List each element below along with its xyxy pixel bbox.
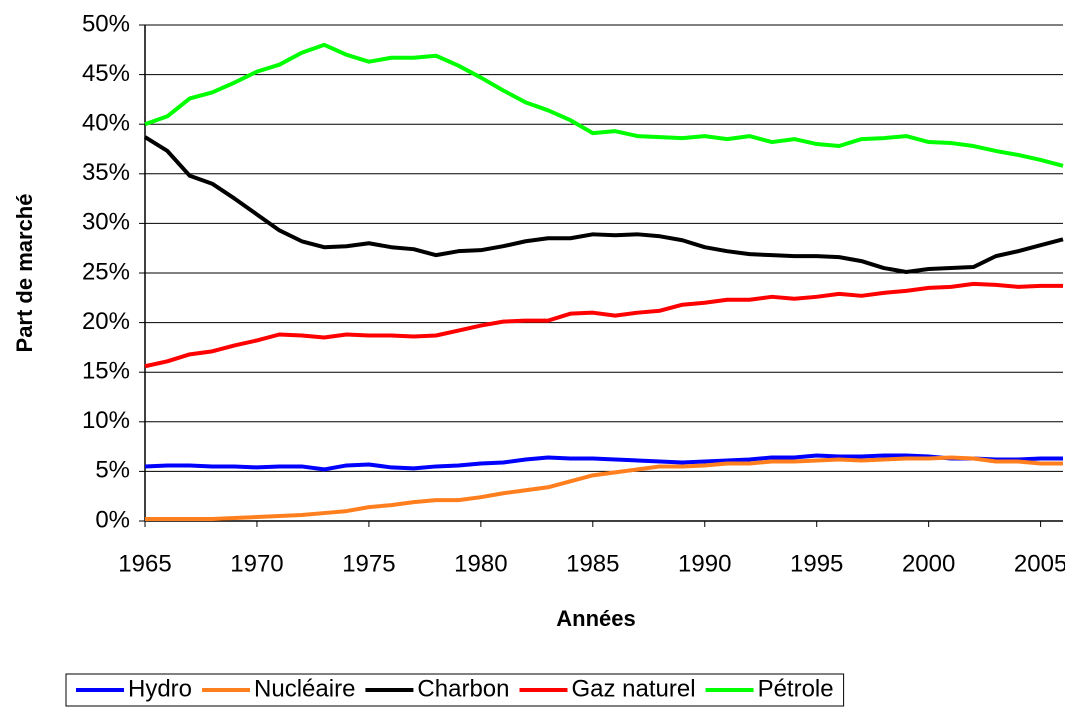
- x-tick-label: 1990: [678, 550, 731, 577]
- legend-label: Nucléaire: [254, 675, 355, 702]
- legend-label: Pétrole: [758, 675, 834, 702]
- series-line: [144, 281, 1063, 369]
- series-line: [144, 42, 1064, 168]
- y-tick-label: 30%: [82, 209, 130, 236]
- legend-label: Charbon: [417, 675, 509, 702]
- legend-label: Hydro: [128, 675, 192, 702]
- x-tick-label: 1980: [454, 550, 507, 577]
- x-tick-label: 1995: [790, 550, 843, 577]
- y-tick-label: 0%: [95, 506, 130, 533]
- y-tick-label: 25%: [82, 258, 130, 285]
- y-tick-label: 35%: [82, 159, 130, 186]
- series-line: [143, 135, 1064, 275]
- x-tick-label: 2005: [1014, 550, 1065, 577]
- y-tick-label: 15%: [82, 358, 130, 385]
- y-tick-label: 10%: [82, 407, 130, 434]
- x-tick-label: 1985: [566, 550, 619, 577]
- y-tick-label: 45%: [82, 60, 130, 87]
- y-tick-label: 5%: [95, 457, 130, 484]
- y-axis-title: Part de marché: [12, 194, 37, 353]
- x-tick-label: 1975: [342, 550, 395, 577]
- legend-label: Gaz naturel: [571, 675, 695, 702]
- x-tick-label: 1970: [230, 550, 283, 577]
- y-tick-label: 40%: [82, 110, 130, 137]
- x-tick-label: 1965: [118, 550, 171, 577]
- x-axis-title: Années: [556, 606, 635, 631]
- series-line: [145, 455, 1063, 522]
- legend: Hydro Nucléaire Charbon Gaz naturel Pétrole: [65, 673, 845, 707]
- y-tick-label: 50%: [82, 10, 130, 37]
- series-line: [144, 453, 1063, 472]
- y-tick-label: 20%: [82, 308, 130, 335]
- x-tick-label: 2000: [902, 550, 955, 577]
